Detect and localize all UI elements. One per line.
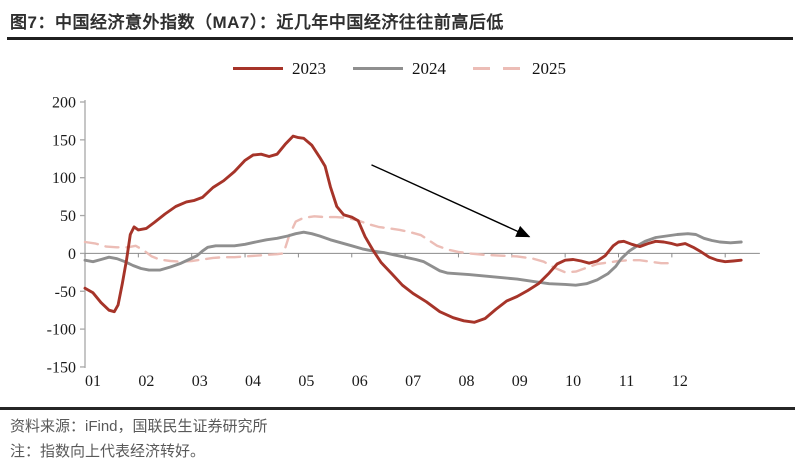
- source-text: 资料来源：iFind，国联民生证券研究所: [10, 418, 268, 435]
- x-tick-label: 05: [298, 373, 314, 390]
- title-divider: [7, 37, 793, 40]
- y-tick-label: 50: [60, 208, 76, 225]
- series-line-2023: [83, 134, 743, 324]
- x-tick-label: 12: [672, 373, 688, 390]
- y-tick-label: 150: [52, 132, 76, 149]
- y-tick-label: 0: [68, 246, 76, 263]
- legend-label: 2023: [292, 59, 326, 78]
- page-title: 图7：中国经济意外指数（MA7）：近几年中国经济往往前高后低: [10, 13, 504, 32]
- x-tick-label: 07: [405, 373, 421, 390]
- legend-swatch-2024: [353, 67, 403, 70]
- legend-swatch-2025: [473, 67, 523, 70]
- chart-area: 200 150 100 50 0 -50 -100 -150 01 02 03 04 05 06 07 08 0…: [0, 90, 799, 410]
- y-axis-ticks: 200 150 100 50 0 -50 -100 -150: [47, 95, 85, 376]
- legend-label: 2024: [412, 59, 446, 78]
- chart-legend: 2023 2024 2025: [0, 60, 799, 77]
- x-axis-labels: 01 02 03 04 05 06 07 08 09 10 11 12: [85, 373, 688, 390]
- legend-swatch-2023: [233, 67, 283, 70]
- y-tick-label: 100: [52, 170, 76, 187]
- x-tick-label: 09: [512, 373, 528, 390]
- y-tick-label: -50: [55, 284, 76, 301]
- x-tick-label: 06: [352, 373, 368, 390]
- series-line-2025: [83, 215, 674, 274]
- x-tick-label: 02: [138, 373, 154, 390]
- legend-item-2023: 2023: [233, 60, 326, 77]
- y-tick-label: 200: [52, 95, 76, 112]
- x-tick-label: 03: [192, 373, 208, 390]
- legend-label: 2025: [532, 59, 566, 78]
- series-line-2024: [83, 230, 743, 287]
- y-tick-label: -150: [47, 359, 76, 376]
- trend-arrow-annotation: [371, 164, 531, 238]
- x-tick-label: 11: [619, 373, 634, 390]
- y-tick-label: -100: [47, 322, 76, 339]
- legend-item-2024: 2024: [353, 60, 446, 77]
- x-tick-label: 04: [245, 373, 261, 390]
- x-tick-label: 08: [458, 373, 474, 390]
- legend-item-2025: 2025: [473, 60, 566, 77]
- note-text: 注：指数向上代表经济转好。: [10, 443, 206, 460]
- x-tick-label: 10: [565, 373, 581, 390]
- x-tick-label: 01: [85, 373, 101, 390]
- footer-divider: [0, 407, 795, 410]
